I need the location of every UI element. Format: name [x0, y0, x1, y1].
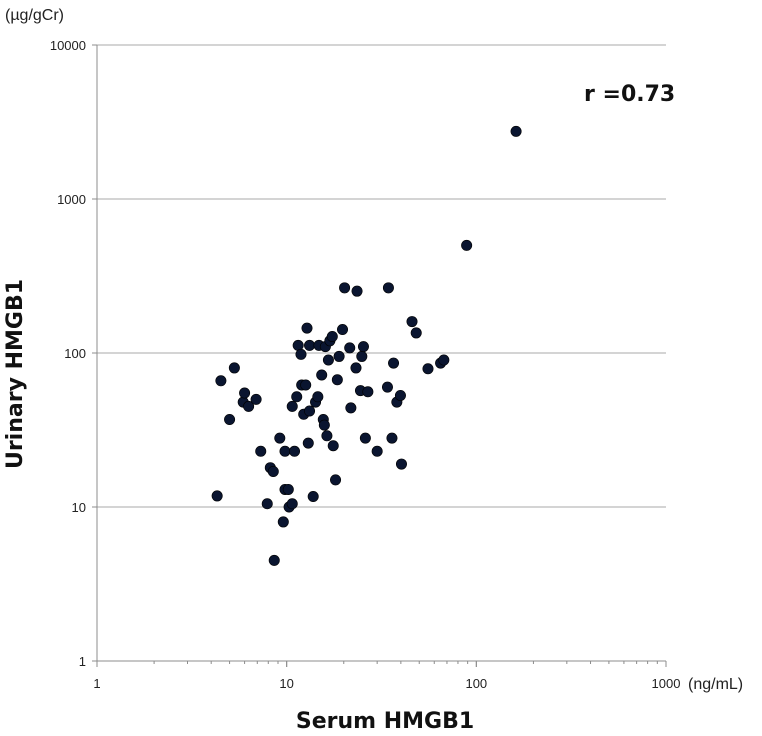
data-point: [406, 316, 418, 328]
data-point: [510, 125, 522, 137]
x-tick-label-1: 1: [93, 676, 100, 691]
data-point: [322, 354, 334, 366]
data-point: [255, 445, 267, 457]
data-point: [243, 400, 255, 412]
data-point: [268, 554, 280, 566]
data-point: [239, 387, 251, 399]
y-tick-label-10: 10: [72, 500, 86, 515]
data-points: [211, 125, 522, 566]
data-point: [318, 419, 330, 431]
data-point: [286, 498, 298, 510]
data-point: [356, 350, 368, 362]
data-point: [300, 379, 312, 391]
data-point: [274, 432, 286, 444]
data-point: [395, 458, 407, 470]
data-point: [291, 391, 303, 403]
data-point: [261, 498, 273, 510]
correlation-annotation: r =0.73: [584, 82, 675, 107]
data-point: [307, 490, 319, 502]
data-point: [381, 381, 393, 393]
data-point: [394, 389, 406, 401]
data-point: [282, 483, 294, 495]
data-point: [422, 363, 434, 375]
data-point: [279, 445, 291, 457]
data-point: [211, 490, 223, 502]
data-point: [326, 330, 338, 342]
y-axis-unit: (µg/gCr): [5, 7, 64, 24]
y-tick-label-1: 1: [79, 654, 86, 669]
data-point: [295, 348, 307, 360]
data-point: [224, 413, 236, 425]
y-tick-label-10000: 10000: [50, 38, 86, 53]
data-point: [302, 437, 314, 449]
data-point: [388, 357, 400, 369]
data-point: [359, 432, 371, 444]
y-tick-label-100: 100: [64, 346, 86, 361]
data-point: [339, 282, 351, 294]
data-point: [277, 516, 289, 528]
x-axis-title: Serum HMGB1: [296, 709, 474, 734]
data-point: [330, 474, 342, 486]
data-point: [321, 430, 333, 442]
data-point: [267, 466, 279, 478]
data-point: [410, 327, 422, 339]
data-point: [345, 402, 357, 414]
data-point: [371, 445, 383, 457]
data-point: [382, 282, 394, 294]
data-point: [438, 354, 450, 366]
x-tick-label-10: 10: [279, 676, 293, 691]
data-point: [461, 239, 473, 251]
data-point: [304, 405, 316, 417]
data-point: [331, 374, 343, 386]
x-axis-unit: (ng/mL): [688, 676, 743, 693]
data-point: [344, 342, 356, 354]
data-point: [333, 350, 345, 362]
data-point: [351, 285, 363, 297]
data-point: [357, 341, 369, 353]
data-point: [215, 375, 227, 387]
data-point: [286, 400, 298, 412]
data-point: [289, 445, 301, 457]
data-point: [228, 362, 240, 374]
data-point: [327, 440, 339, 452]
y-tick-labels: 1 10 100 1000 10000: [50, 38, 86, 669]
data-point: [304, 339, 316, 351]
data-point: [301, 322, 313, 334]
data-point: [386, 432, 398, 444]
data-point: [337, 324, 349, 336]
x-tick-labels: 1 10 100 1000: [93, 676, 680, 691]
y-tick-label-1000: 1000: [57, 192, 86, 207]
data-point: [350, 362, 362, 374]
grid-lines: [97, 44, 666, 508]
y-axis-title: Urinary HMGB1: [3, 279, 28, 469]
axes: [92, 44, 667, 667]
x-tick-label-1000: 1000: [652, 676, 681, 691]
data-point: [250, 393, 262, 405]
x-tick-label-100: 100: [465, 676, 487, 691]
data-point: [312, 391, 324, 403]
data-point: [362, 386, 374, 398]
data-point: [316, 369, 328, 381]
